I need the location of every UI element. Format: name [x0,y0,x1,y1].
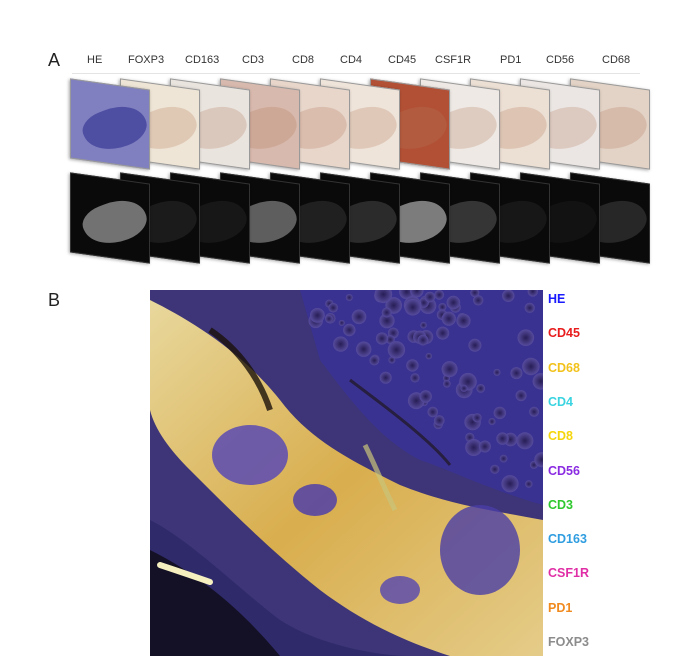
cell-nucleus [333,336,349,352]
marker-header-row: HE FOXP3 CD163 CD3 CD8 CD4 CD45 CSF1R PD… [70,54,650,74]
composite-overlay-image [150,290,543,656]
cell-nucleus [325,314,333,323]
cell-nucleus [493,368,501,376]
cell-nucleus [369,355,380,366]
cell-nucleus [345,294,353,301]
cell-nucleus [473,295,484,306]
legend-item-pd1: PD1 [548,600,573,615]
cell-nucleus [356,341,372,357]
cell-nucleus [524,302,535,313]
cell-nucleus [417,334,429,346]
cell-nucleus [434,415,445,426]
cell-nucleus [424,291,436,303]
cell-nucleus [381,307,392,318]
marker-label-cd4: CD4 [340,54,363,66]
cell-nucleus [379,371,392,384]
cell-nucleus [499,454,508,463]
cell-nucleus [406,359,419,372]
cell-nucleus [476,384,486,393]
grayscale-slide-he [70,172,150,264]
grayscale-slide-stack [60,172,660,278]
cell-nucleus [478,440,491,453]
cell-nucleus [460,384,468,392]
cell-nucleus [375,332,389,345]
marker-label-pd1: PD1 [500,54,522,66]
cell-nucleus [529,406,540,417]
cell-nucleus [420,321,427,329]
cell-nucleus [441,311,456,326]
cell-nucleus [502,290,515,302]
cell-nucleus [516,432,534,450]
cell-nucleus [534,452,543,468]
cell-nucleus [379,313,395,329]
cell-nucleus [438,303,447,311]
cell-nucleus [501,475,519,493]
cell-nucleus [493,406,506,420]
marker-label-cd45: CD45 [388,54,417,66]
cell-nucleus [446,295,461,310]
tissue-section [76,98,150,159]
brightfield-slide-he [70,78,150,170]
cell-nucleus [472,413,482,423]
cell-nucleus [410,290,424,298]
legend-item-he: HE [548,292,566,306]
cell-nucleus [425,352,432,360]
legend-item-cd3: CD3 [548,497,574,512]
legend-item-cd45: CD45 [548,326,580,341]
cell-nucleus [410,373,420,383]
cell-nucleus [374,290,393,304]
marker-label-cd8: CD8 [292,54,315,66]
cell-nucleus [419,390,432,403]
panel-b-label: B [48,290,61,310]
legend-item-cd4: CD4 [548,394,574,409]
cell-nucleus [470,290,480,298]
cell-nucleus [328,302,338,313]
cell-nucleus [385,335,395,345]
legend-item-cd8: CD8 [548,429,574,444]
cell-nucleus [388,356,396,364]
cell-nucleus [465,439,483,456]
marker-label-csf1r: CSF1R [435,54,472,66]
cell-nucleus [515,390,527,402]
cell-nucleus [427,406,439,418]
marker-label-cd56: CD56 [546,54,575,66]
cell-nucleus [488,418,496,425]
legend-item-csf1r: CSF1R [548,566,589,581]
cell-nucleus [441,361,458,378]
legend-item-foxp3: FOXP3 [548,635,589,649]
marker-label-cd68: CD68 [602,54,631,66]
cell-nucleus [490,464,500,474]
legend-item-cd56: CD56 [548,463,580,478]
cell-nucleus [522,357,540,376]
cell-nucleus [527,290,538,297]
legend-item-cd163: CD163 [548,532,587,547]
marker-label-cd163: CD163 [185,54,220,66]
cell-nucleus [443,380,451,388]
cell-nucleus [387,341,406,359]
cell-nucleus [496,432,509,445]
cell-nucleus [532,373,543,390]
marker-label-cd3: CD3 [242,54,265,66]
cell-nucleus [456,313,471,328]
composite-overlay-svg [150,290,543,656]
cell-nucleus [351,309,367,325]
cell-nucleus [510,367,523,380]
marker-label-foxp3: FOXP3 [128,54,165,66]
marker-label-he: HE [87,54,103,66]
header-divider [72,73,640,74]
brightfield-slide-stack [60,78,660,184]
cell-nucleus [525,480,533,488]
cell-nucleus [310,308,325,323]
legend-item-cd68: CD68 [548,360,580,375]
tissue-signal [76,192,150,253]
panel-a-label: A [48,50,61,70]
cell-nucleus [343,323,356,337]
cell-nucleus [468,338,482,352]
marker-legend: HE CD45 CD68 CD4 CD8 CD56 CD3 CD163 CSF1R PD1 FOXP… [548,290,648,656]
cell-nucleus [517,329,535,346]
cell-nucleus [404,298,422,316]
cell-nucleus [434,290,445,300]
cell-nucleus [338,319,345,326]
cell-nucleus [436,326,450,340]
